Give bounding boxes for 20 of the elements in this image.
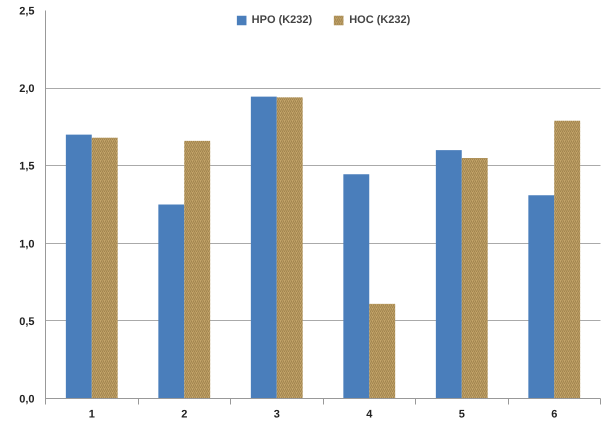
y-tick-label: 2,5 — [19, 6, 35, 18]
bar — [250, 96, 277, 398]
bar — [528, 195, 554, 398]
x-tick-label: 1 — [88, 408, 95, 420]
bar — [158, 204, 184, 398]
legend-label: HPO (K232) — [252, 14, 312, 26]
legend-label: HOC (K232) — [349, 14, 410, 26]
y-tick-label: 0,0 — [19, 394, 35, 406]
y-tick-label: 1,5 — [19, 160, 35, 173]
bar — [436, 150, 462, 398]
x-tick-label: 6 — [551, 408, 558, 420]
x-tick-label: 5 — [458, 408, 465, 420]
x-tick-label: 3 — [274, 408, 280, 420]
x-tick-label: 2 — [181, 408, 188, 420]
bar — [66, 134, 92, 398]
x-tick-label: 4 — [366, 408, 374, 420]
y-tick-label: 1,0 — [19, 238, 35, 250]
bar — [343, 174, 370, 398]
y-tick-label: 0,5 — [19, 316, 35, 328]
y-tick-label: 2,0 — [19, 83, 35, 96]
